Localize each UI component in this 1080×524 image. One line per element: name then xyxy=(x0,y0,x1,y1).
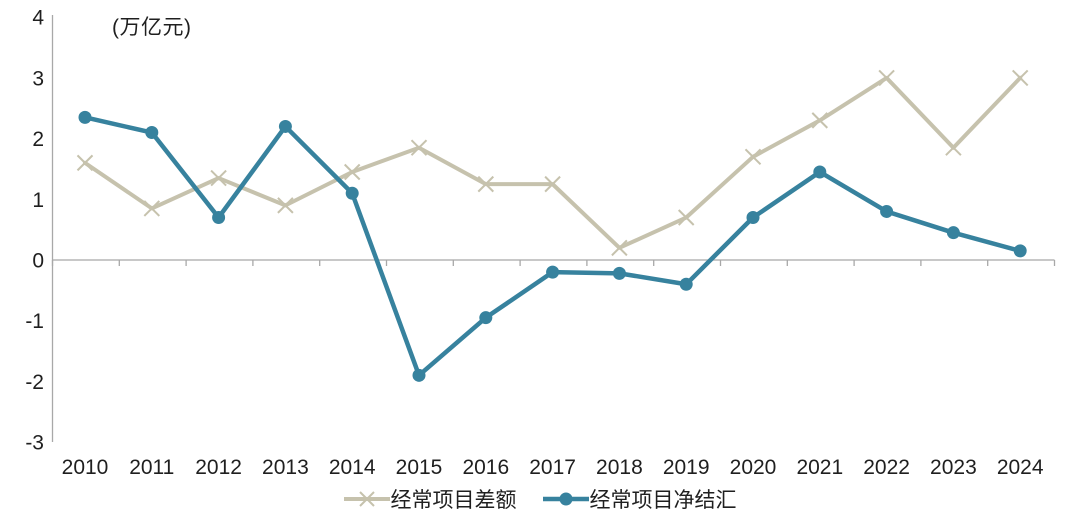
x-tick-label: 2010 xyxy=(62,456,109,479)
x-tick-label: 2015 xyxy=(396,456,443,479)
x-marker-icon xyxy=(744,148,762,166)
legend: 经常项目差额 经常项目净结汇 xyxy=(0,484,1080,514)
legend-item: 经常项目差额 xyxy=(343,484,517,514)
x-marker-icon xyxy=(343,163,361,181)
x-tick-label: 2017 xyxy=(529,456,576,479)
legend-label: 经常项目差额 xyxy=(390,489,517,512)
circle-marker-icon xyxy=(746,211,760,225)
y-tick-label: 2 xyxy=(32,128,44,151)
x-marker-icon xyxy=(477,175,495,193)
x-marker-icon xyxy=(210,169,227,187)
y-tick-label: -2 xyxy=(25,371,44,394)
x-tick-label: 2016 xyxy=(462,456,509,479)
x-marker-icon xyxy=(410,139,428,156)
x-tick-label: 2019 xyxy=(663,456,710,479)
circle-marker-icon xyxy=(546,265,560,279)
x-marker-icon xyxy=(611,239,628,257)
y-tick-label: 1 xyxy=(32,189,44,212)
x-marker-icon xyxy=(343,491,390,507)
series-line-0 xyxy=(83,75,1023,250)
circle-marker-icon xyxy=(78,110,92,124)
circle-marker-icon xyxy=(880,204,894,218)
series-line-1 xyxy=(82,115,1023,378)
circle-marker-icon xyxy=(542,492,589,506)
x-tick-label: 2014 xyxy=(329,456,376,479)
x-marker-icon xyxy=(878,69,895,87)
circle-marker-icon xyxy=(612,266,626,280)
x-tick-label: 2021 xyxy=(796,456,843,479)
y-tick-label: -3 xyxy=(25,432,44,455)
circle-marker-icon xyxy=(145,126,159,140)
unit-label: (万亿元) xyxy=(112,16,192,39)
circle-marker-icon xyxy=(412,368,426,382)
circle-marker-icon xyxy=(1013,244,1027,258)
x-tick-label: 2018 xyxy=(596,456,643,479)
x-tick-label: 2012 xyxy=(195,456,242,479)
x-tick-label: 2024 xyxy=(997,456,1044,479)
x-tick-label: 2020 xyxy=(730,456,777,479)
x-marker-icon xyxy=(544,175,561,193)
x-marker-icon xyxy=(143,200,161,217)
x-tick-label: 2022 xyxy=(863,456,910,479)
x-marker-icon xyxy=(945,139,962,156)
circle-marker-icon xyxy=(345,186,359,200)
legend-label: 经常项目净结汇 xyxy=(589,489,737,512)
legend-item: 经常项目净结汇 xyxy=(542,484,737,514)
x-tick-label: 2023 xyxy=(930,456,977,479)
x-marker-icon xyxy=(76,154,94,172)
circle-marker-icon xyxy=(946,226,960,240)
circle-marker-icon xyxy=(813,165,827,179)
x-marker-icon xyxy=(811,112,829,129)
y-tick-label: 3 xyxy=(32,67,44,90)
x-marker-icon xyxy=(677,209,695,226)
circle-marker-icon xyxy=(679,277,693,291)
y-tick-label: 4 xyxy=(32,7,44,30)
circle-marker-icon xyxy=(278,119,292,133)
circle-marker-icon xyxy=(479,311,493,325)
x-tick-label: 2013 xyxy=(262,456,309,479)
x-marker-icon xyxy=(1011,69,1029,87)
circle-marker-icon xyxy=(212,211,226,225)
x-tick-label: 2011 xyxy=(129,456,174,479)
y-tick-label: -1 xyxy=(25,310,44,333)
y-tick-label: 0 xyxy=(32,250,44,273)
x-marker-icon xyxy=(277,197,294,214)
